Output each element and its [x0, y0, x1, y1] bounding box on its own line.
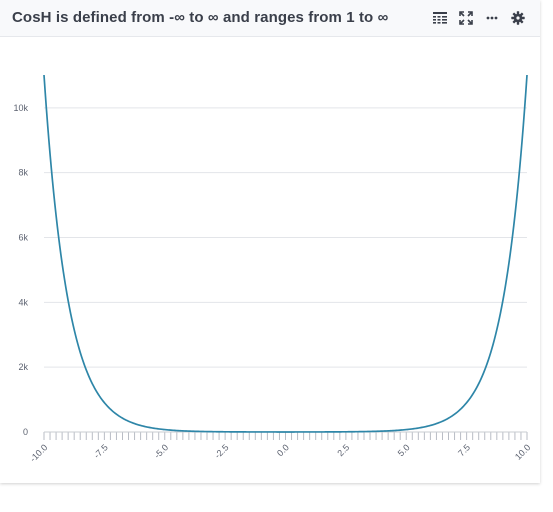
x-axis-ticks: -10.0 -7.5 -5.0 -2.5 0.0 2.5 5.0 7.5 10.0	[28, 442, 533, 464]
grid-lines	[44, 107, 527, 433]
x-tick-label: 0.0	[275, 442, 291, 458]
x-tick-label: -7.5	[92, 442, 110, 460]
cosh-line-chart: 0 2k 4k 6k 8k 10k -10.0 -7.5 -5.0 -2.5 0.0 2.5 5.0 7…	[13, 74, 533, 464]
panel-title: CosH is defined from -∞ to ∞ and ranges …	[12, 9, 389, 26]
x-tick-label: 5.0	[396, 442, 412, 458]
y-tick-label: 8k	[18, 168, 28, 178]
x-tick-label: -10.0	[28, 442, 50, 464]
chart-panel: CosH is defined from -∞ to ∞ and ranges …	[0, 0, 540, 464]
y-tick-label: 4k	[18, 297, 28, 307]
gear-icon[interactable]	[509, 9, 527, 27]
series-line	[43, 74, 528, 433]
more-icon[interactable]	[483, 9, 501, 27]
panel-header: CosH is defined from -∞ to ∞ and ranges …	[0, 0, 540, 37]
expand-icon[interactable]	[457, 9, 475, 27]
y-tick-label: 2k	[18, 362, 28, 372]
y-tick-label: 0	[23, 427, 28, 437]
y-tick-label: 6k	[18, 233, 28, 243]
x-tick-label: 10.0	[513, 442, 532, 461]
x-tick-label: -5.0	[152, 442, 170, 460]
x-tick-label: 2.5	[335, 442, 351, 458]
x-tick-label: -2.5	[212, 442, 230, 460]
y-axis-ticks: 0 2k 4k 6k 8k 10k	[13, 103, 28, 437]
table-icon[interactable]	[431, 9, 449, 27]
x-tick-label: 7.5	[456, 442, 472, 458]
y-tick-label: 10k	[13, 103, 28, 113]
x-axis-minor-ticks	[43, 431, 528, 440]
